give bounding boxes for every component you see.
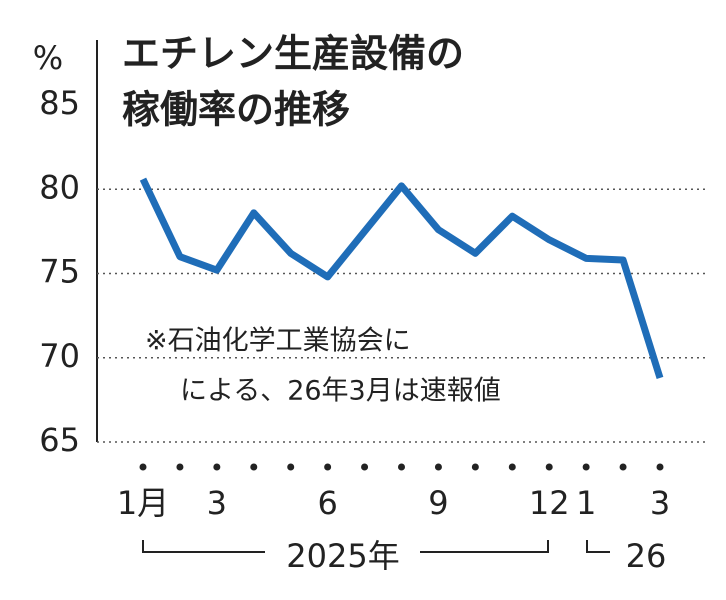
x-tick-dot [250,463,258,471]
x-tick-dot [398,463,405,471]
y-tick-label: 85 [39,84,80,122]
x-tick-dot [656,463,664,471]
x-tick-label: 1 [576,484,596,522]
year-label: 2025年 [286,537,399,575]
x-tick-dot [213,463,221,471]
y-tick-label: 65 [39,421,80,459]
x-tick-label: 6 [317,484,337,522]
x-tick-label: 9 [428,484,448,522]
x-tick-dot [287,463,295,471]
x-tick-dot [324,463,332,471]
y-tick-label: 75 [39,253,80,291]
chart-title: エチレン生産設備の [122,32,464,76]
chart-title: 稼働率の推移 [122,88,350,132]
x-tick-label: 12 [529,484,570,522]
x-tick-dot [508,463,516,471]
x-tick-dot [582,463,590,471]
x-tick-dot [176,463,184,471]
x-tick-label: 1月 [117,484,169,522]
y-tick-label: 80 [39,168,80,206]
x-tick-dot [434,463,442,471]
y-unit: % [33,39,63,77]
year-bracket [586,540,610,553]
x-tick-dot [139,463,147,471]
x-tick-label: 3 [207,484,227,522]
year-bracket [142,540,549,553]
annotation: による、26年3月は速報値 [180,376,501,407]
year-label: 26 [626,537,667,575]
x-tick-dot [619,463,627,471]
y-tick-label: 70 [39,337,80,375]
x-tick-dot [361,463,369,471]
data-line [139,177,664,380]
x-tick-label: 3 [650,484,670,522]
x-tick-dot [471,463,479,471]
x-tick-dot [545,463,553,471]
annotation: ※石油化学工業協会に [145,326,411,357]
